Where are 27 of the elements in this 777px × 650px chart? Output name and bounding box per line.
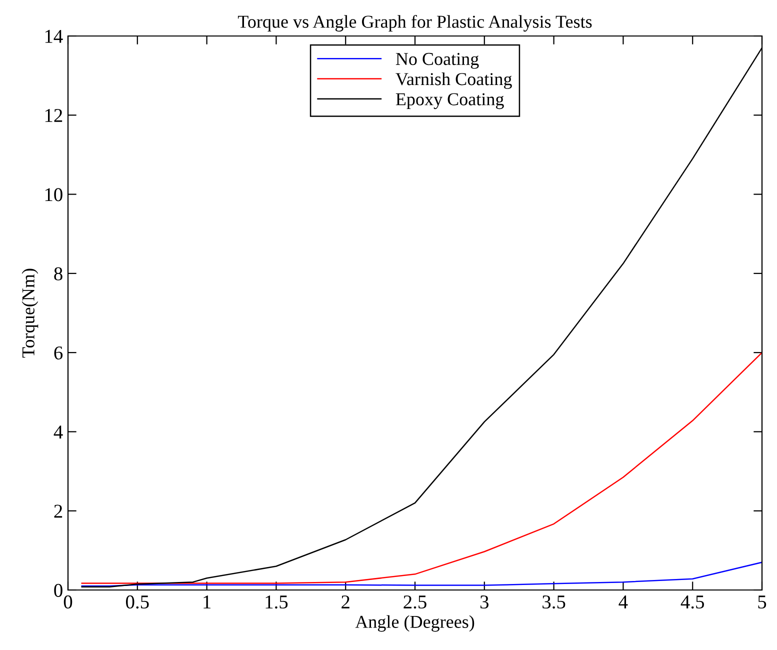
y-tick-label: 4: [54, 426, 63, 438]
x-axis-title: Angle (Degrees): [355, 615, 474, 632]
x-tick-label: 1.5: [266, 596, 288, 609]
x-tick-label: 2.5: [404, 595, 426, 609]
chart-title: Torque vs Angle Graph for Plastic Analysis Tests: [238, 14, 592, 32]
y-tick-label: 8: [54, 267, 62, 280]
x-tick-label: 5: [758, 596, 766, 609]
legend-label: Epoxy Coating: [396, 93, 504, 110]
line-series: [81, 562, 762, 587]
x-tick-label: 2: [342, 595, 350, 608]
legend-label: Varnish Coating: [396, 72, 512, 89]
y-tick-label: 6: [54, 346, 63, 360]
y-tick-label: 0: [54, 584, 62, 597]
x-tick-label: 1: [204, 596, 210, 608]
x-tick-label: 0: [64, 595, 72, 609]
x-tick-label: 3.5: [542, 595, 566, 609]
y-tick-label: 12: [45, 109, 62, 122]
x-tick-label: 0.5: [126, 595, 149, 609]
y-tick-label: 2: [54, 504, 62, 518]
y-axis-title: Torque(Nm): [22, 268, 38, 358]
y-tick-label: 14: [45, 30, 63, 43]
legend-label: No Coating: [396, 52, 479, 69]
line-series: [81, 352, 762, 584]
x-tick-label: 4.5: [680, 596, 704, 609]
y-tick-label: 10: [45, 188, 62, 202]
x-tick-label: 4: [618, 596, 628, 608]
x-tick-label: 3: [480, 595, 488, 609]
